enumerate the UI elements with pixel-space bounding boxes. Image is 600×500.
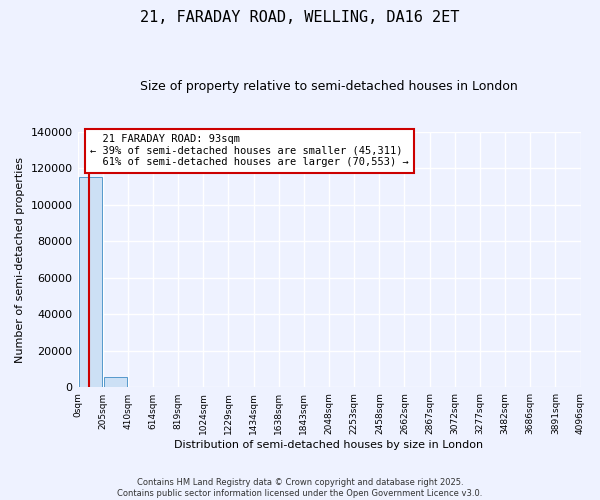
Text: 21, FARADAY ROAD, WELLING, DA16 2ET: 21, FARADAY ROAD, WELLING, DA16 2ET: [140, 10, 460, 25]
X-axis label: Distribution of semi-detached houses by size in London: Distribution of semi-detached houses by …: [175, 440, 484, 450]
Title: Size of property relative to semi-detached houses in London: Size of property relative to semi-detach…: [140, 80, 518, 93]
Text: 21 FARADAY ROAD: 93sqm
← 39% of semi-detached houses are smaller (45,311)
  61% : 21 FARADAY ROAD: 93sqm ← 39% of semi-det…: [90, 134, 409, 168]
Text: Contains HM Land Registry data © Crown copyright and database right 2025.
Contai: Contains HM Land Registry data © Crown c…: [118, 478, 482, 498]
Bar: [129, 387, 152, 388]
Bar: [104, 378, 127, 388]
Y-axis label: Number of semi-detached properties: Number of semi-detached properties: [15, 156, 25, 362]
Bar: [79, 178, 102, 388]
